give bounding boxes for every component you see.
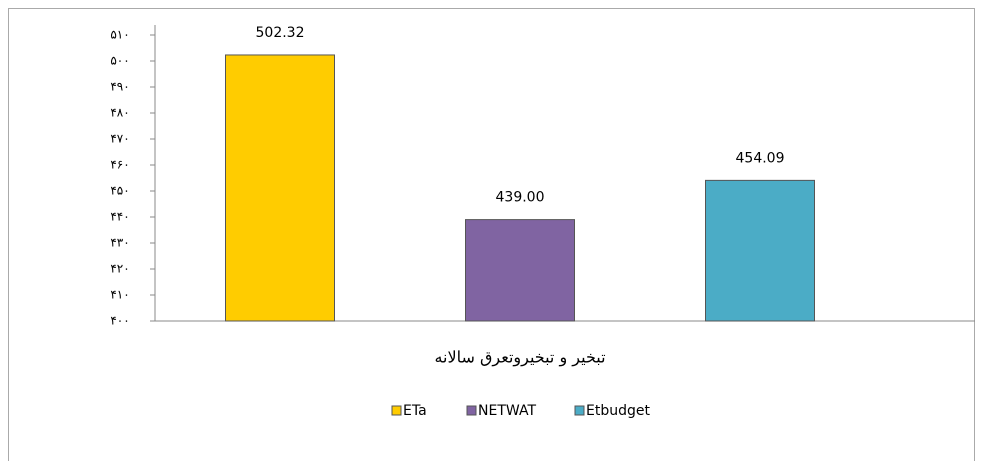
y-tick-label: ۴۲۰ — [110, 262, 129, 276]
bar — [705, 179, 815, 322]
data-label: 454.09 — [736, 150, 785, 166]
y-tick-label: ۵۰۰ — [110, 54, 129, 68]
y-tick-label: ۴۵۰ — [110, 184, 129, 198]
legend-swatch — [574, 405, 585, 416]
data-label: 502.32 — [256, 25, 305, 41]
legend-label: Etbudget — [586, 403, 650, 419]
y-tick-label: ۴۰۰ — [110, 314, 129, 328]
y-tick-label: ۴۴۰ — [110, 210, 129, 224]
legend-label: NETWAT — [478, 403, 536, 419]
y-tick-label: ۴۳۰ — [110, 236, 129, 250]
legend-swatch — [391, 405, 402, 416]
bar — [465, 219, 575, 322]
y-tick-label: ۴۸۰ — [110, 106, 129, 120]
legend-label: ETa — [403, 403, 427, 419]
x-category-label: تبخیر و تبخیروتعرق سالانه — [434, 348, 605, 367]
legend-swatch — [466, 405, 477, 416]
chart-frame — [8, 8, 975, 461]
y-tick-label: ۴۷۰ — [110, 132, 129, 146]
y-tick-label: ۴۹۰ — [110, 80, 129, 94]
data-label: 439.00 — [496, 190, 545, 206]
y-tick-label: ۴۱۰ — [110, 288, 129, 302]
y-tick-label: ۴۶۰ — [110, 158, 129, 172]
y-tick-label: ۵۱۰ — [110, 28, 129, 42]
bar — [225, 54, 335, 322]
